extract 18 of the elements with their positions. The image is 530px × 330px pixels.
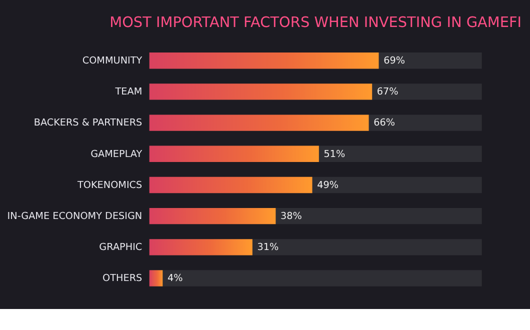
bar xyxy=(149,270,163,286)
data-label: 49% xyxy=(317,180,338,191)
y-tick-label: GRAPHIC xyxy=(99,242,142,254)
data-label: 31% xyxy=(257,242,279,254)
data-label: 4% xyxy=(167,273,183,284)
y-tick-label: TEAM xyxy=(114,86,142,98)
y-tick-label: TOKENOMICS xyxy=(76,180,142,191)
data-label: 66% xyxy=(374,118,396,129)
y-tick-label: OTHERS xyxy=(102,273,142,284)
data-label: 67% xyxy=(376,86,398,98)
y-tick-label: COMMUNITY xyxy=(82,56,142,67)
data-label: 69% xyxy=(384,56,405,67)
y-tick-label: IN-GAME ECONOMY DESIGN xyxy=(7,210,142,222)
y-tick-label: GAMEPLAY xyxy=(90,148,142,160)
data-label: 51% xyxy=(324,148,346,160)
chart-title: MOST IMPORTANT FACTORS WHEN INVESTING IN GAMEFI xyxy=(110,14,522,31)
data-label: 38% xyxy=(280,210,302,222)
y-tick-label: BACKERS & PARTNERS xyxy=(34,118,142,129)
